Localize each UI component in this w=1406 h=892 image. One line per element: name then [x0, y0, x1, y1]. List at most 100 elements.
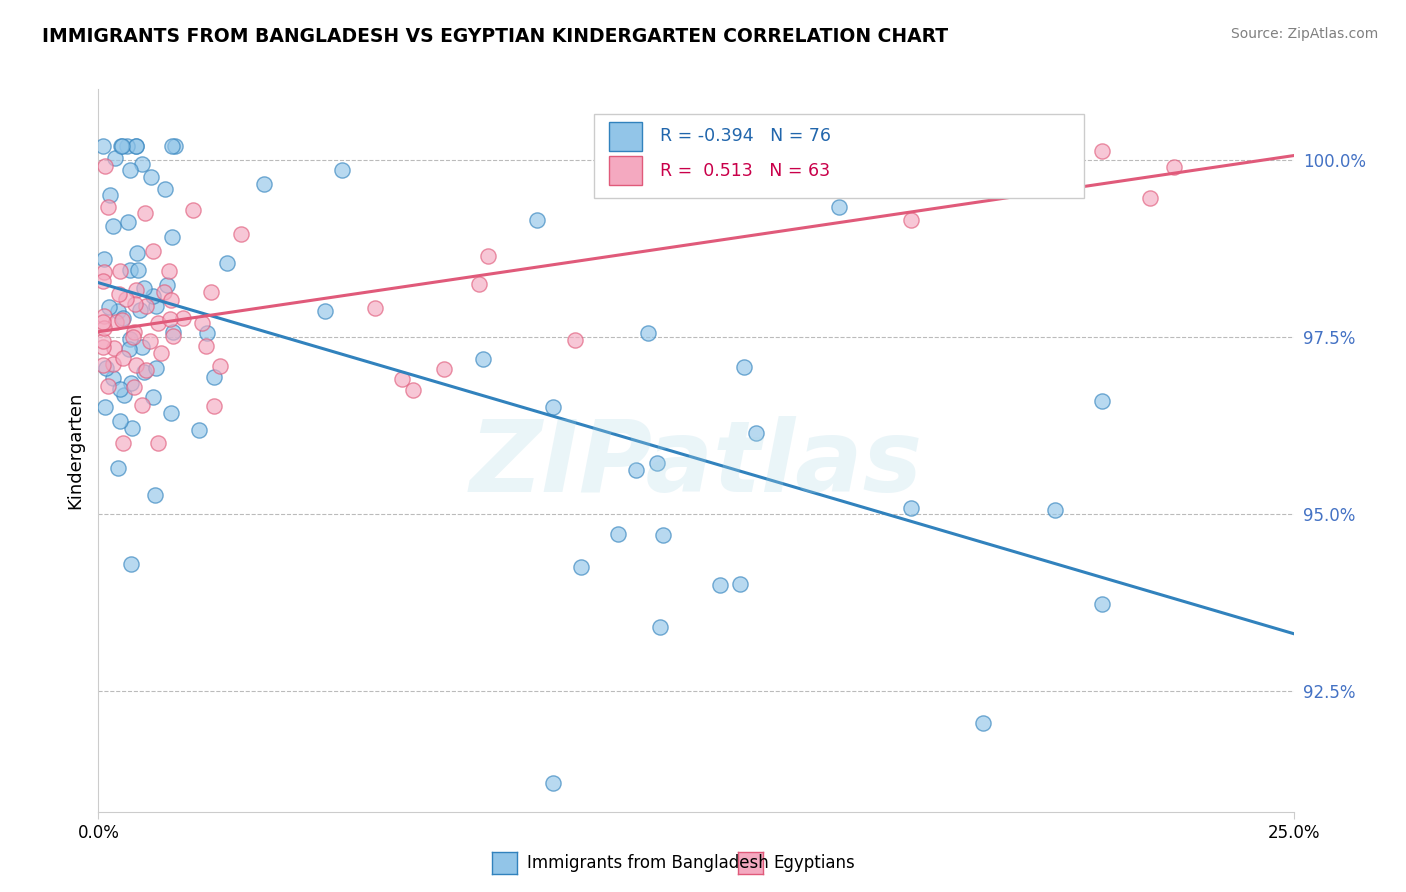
Point: [709, 578, 731, 592]
Point: [98, 188, 121, 202]
Point: [91, 334, 114, 349]
Point: [127, 245, 149, 260]
Point: [202, 370, 225, 384]
Text: Source: ZipAtlas.com: Source: ZipAtlas.com: [1230, 27, 1378, 41]
Point: [131, 340, 153, 354]
Point: [91, 315, 114, 329]
Point: [253, 177, 276, 191]
Point: [433, 362, 456, 376]
Point: [152, 285, 174, 299]
Text: R = -0.394   N = 76: R = -0.394 N = 76: [661, 128, 831, 145]
Text: Egyptians: Egyptians: [773, 854, 855, 871]
Point: [122, 330, 145, 344]
Point: [972, 716, 994, 731]
Point: [125, 139, 148, 153]
Point: [122, 326, 145, 340]
Point: [162, 325, 184, 339]
Point: [160, 230, 183, 244]
Point: [129, 302, 152, 317]
Point: [733, 359, 755, 374]
Point: [187, 423, 209, 437]
Point: [111, 313, 134, 327]
Point: [110, 139, 132, 153]
Point: [134, 205, 156, 219]
Text: R =  0.513   N = 63: R = 0.513 N = 63: [661, 161, 830, 180]
Point: [391, 371, 413, 385]
Point: [131, 157, 153, 171]
Text: Immigrants from Bangladesh: Immigrants from Bangladesh: [527, 854, 769, 871]
Point: [145, 299, 167, 313]
Point: [117, 215, 139, 229]
Point: [120, 376, 142, 390]
Text: IMMIGRANTS FROM BANGLADESH VS EGYPTIAN KINDERGARTEN CORRELATION CHART: IMMIGRANTS FROM BANGLADESH VS EGYPTIAN K…: [42, 27, 948, 45]
Point: [1139, 191, 1161, 205]
Y-axis label: Kindergarten: Kindergarten: [66, 392, 84, 509]
Point: [91, 274, 114, 288]
Point: [477, 249, 499, 263]
Point: [112, 436, 135, 450]
Point: [637, 326, 659, 341]
Point: [125, 283, 148, 297]
Point: [995, 160, 1018, 174]
Point: [120, 163, 142, 178]
Point: [215, 255, 238, 269]
Point: [93, 309, 115, 323]
Point: [195, 339, 218, 353]
Point: [160, 406, 183, 420]
Point: [120, 557, 142, 571]
Point: [97, 200, 120, 214]
Point: [624, 463, 647, 477]
Point: [111, 310, 134, 325]
Text: ZIPatlas: ZIPatlas: [470, 417, 922, 514]
Point: [142, 390, 165, 404]
Point: [142, 244, 165, 259]
Point: [1163, 160, 1185, 174]
Point: [364, 301, 387, 315]
Point: [93, 321, 115, 335]
Point: [165, 139, 187, 153]
Point: [162, 329, 184, 343]
Point: [105, 316, 128, 330]
Point: [114, 292, 136, 306]
Point: [120, 332, 142, 346]
Point: [148, 436, 170, 450]
Point: [148, 316, 170, 330]
Point: [468, 277, 491, 291]
Point: [101, 357, 124, 371]
Point: [153, 182, 176, 196]
Point: [104, 151, 127, 165]
Point: [149, 345, 172, 359]
Point: [647, 456, 669, 470]
Point: [156, 277, 179, 292]
Point: [141, 170, 163, 185]
Point: [107, 461, 129, 475]
Point: [121, 421, 143, 435]
Point: [94, 400, 117, 414]
Point: [94, 360, 117, 375]
FancyBboxPatch shape: [609, 121, 643, 151]
Point: [1091, 597, 1114, 611]
Point: [1091, 145, 1114, 159]
Point: [124, 296, 146, 310]
Point: [118, 263, 141, 277]
Point: [526, 212, 548, 227]
Point: [195, 326, 218, 340]
Point: [111, 139, 134, 153]
Point: [159, 312, 181, 326]
Point: [541, 776, 564, 790]
Point: [115, 139, 138, 153]
Point: [142, 289, 165, 303]
Point: [571, 560, 593, 574]
Point: [160, 293, 183, 307]
Point: [134, 299, 156, 313]
Point: [103, 342, 125, 356]
Point: [93, 252, 115, 267]
Point: [112, 351, 135, 365]
Point: [172, 311, 194, 326]
Point: [728, 577, 751, 591]
Point: [471, 351, 494, 366]
Point: [157, 264, 180, 278]
FancyBboxPatch shape: [609, 156, 643, 186]
Point: [1043, 503, 1066, 517]
Point: [91, 340, 114, 354]
